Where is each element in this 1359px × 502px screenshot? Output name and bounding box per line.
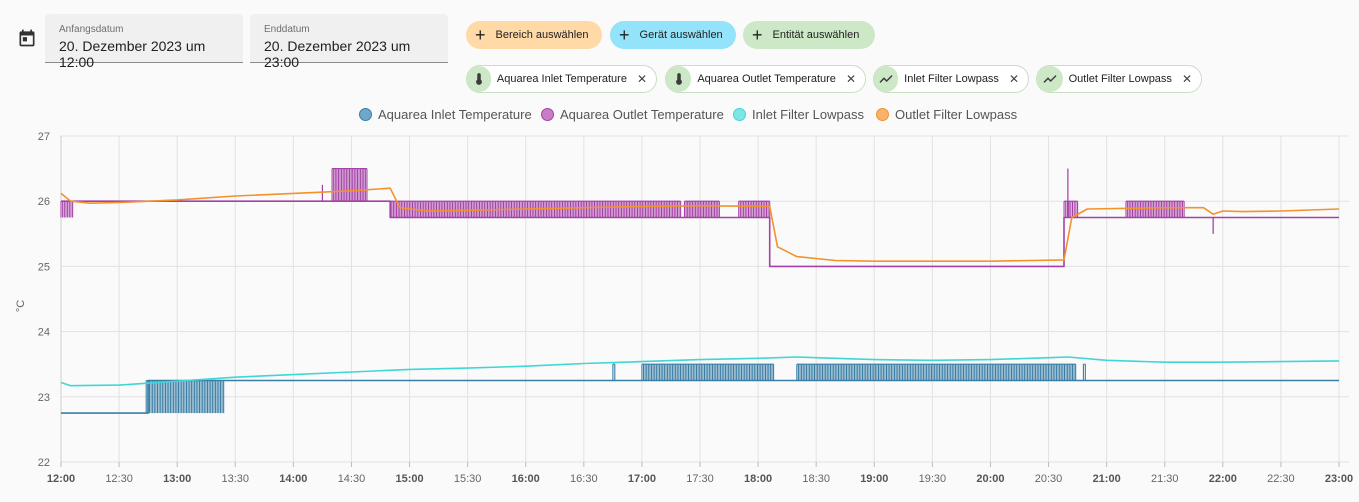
series-aquarea-inlet-temperature: [61, 363, 1339, 414]
start-date-field[interactable]: Anfangsdatum 20. Dezember 2023 um 12:00: [45, 14, 243, 70]
x-tick-label: 16:30: [570, 473, 598, 485]
x-tick-label: 12:30: [105, 473, 133, 485]
chip-aquarea-outlet-temperature[interactable]: Aquarea Outlet Temperature ✕: [665, 65, 866, 93]
x-tick-label: 13:00: [163, 473, 191, 485]
legend-swatch: [359, 108, 372, 121]
select-device-button[interactable]: + Gerät auswählen: [610, 21, 736, 49]
chart-grid: [60, 135, 1349, 467]
x-tick-label: 15:00: [395, 473, 423, 485]
y-axis-label: °C: [15, 300, 27, 312]
series-inlet-filter-lowpass: [60, 356, 1340, 387]
x-tick-label: 13:30: [222, 473, 250, 485]
calendar-icon[interactable]: [17, 28, 37, 48]
legend-label: Aquarea Inlet Temperature: [378, 107, 532, 122]
x-tick-label: 18:30: [802, 473, 830, 485]
select-area-button[interactable]: + Bereich auswählen: [466, 21, 602, 49]
chart-line-icon: [1037, 66, 1063, 92]
y-tick-label: 22: [38, 457, 50, 469]
x-tick-label: 20:30: [1035, 473, 1063, 485]
x-tick-label: 22:00: [1209, 473, 1237, 485]
series-outlet-filter-lowpass: [60, 187, 1340, 262]
history-chart[interactable]: 22 23 24 25 26 27 12:00 12:30 13:00 13:30 14:00 14…: [0, 128, 1359, 502]
plus-icon: +: [475, 25, 486, 45]
chip-label: Inlet Filter Lowpass: [904, 73, 999, 85]
x-tick-label: 19:00: [860, 473, 888, 485]
series-line[interactable]: [61, 200, 1339, 268]
chip-label: Outlet Filter Lowpass: [1068, 73, 1172, 85]
x-tick-label: 20:00: [976, 473, 1004, 485]
legend-item-inlet-filter[interactable]: Inlet Filter Lowpass: [733, 107, 864, 122]
select-entity-button[interactable]: + Entität auswählen: [743, 21, 875, 49]
chart-line-icon: [874, 66, 899, 92]
select-device-label: Gerät auswählen: [639, 29, 723, 41]
x-tick-label: 16:00: [512, 473, 540, 485]
end-date-field[interactable]: Enddatum 20. Dezember 2023 um 23:00: [250, 14, 448, 70]
x-tick-label: 21:30: [1151, 473, 1179, 485]
chip-outlet-filter-lowpass[interactable]: Outlet Filter Lowpass ✕: [1036, 65, 1202, 93]
legend-swatch: [876, 108, 889, 121]
x-tick-label: 18:00: [744, 473, 772, 485]
chart-series: [60, 168, 1340, 414]
legend-item-outlet-filter[interactable]: Outlet Filter Lowpass: [876, 107, 1017, 122]
legend-item-aquarea-inlet[interactable]: Aquarea Inlet Temperature: [359, 107, 532, 122]
close-icon[interactable]: ✕: [1008, 72, 1019, 86]
y-tick-label: 24: [38, 327, 50, 339]
select-entity-label: Entität auswählen: [772, 29, 860, 41]
y-tick-label: 23: [38, 392, 50, 404]
start-date-label: Anfangsdatum: [59, 24, 124, 35]
x-tick-label: 23:00: [1325, 473, 1353, 485]
close-icon[interactable]: ✕: [636, 72, 647, 86]
plus-icon: +: [619, 25, 630, 45]
thermometer-icon: [666, 66, 692, 92]
select-area-label: Bereich auswählen: [495, 29, 589, 41]
x-tick-label: 19:30: [919, 473, 947, 485]
x-tick-label: 17:00: [628, 473, 656, 485]
series-line[interactable]: [60, 356, 1340, 387]
end-date-value: 20. Dezember 2023 um 23:00: [264, 38, 411, 70]
x-axis: 12:00 12:30 13:00 13:30 14:00 14:30 15:00 15:30…: [47, 473, 1353, 485]
x-tick-label: 14:00: [279, 473, 307, 485]
start-date-value: 20. Dezember 2023 um 12:00: [59, 38, 206, 70]
thermometer-icon: [467, 66, 491, 92]
plus-icon: +: [752, 25, 763, 45]
x-tick-label: 12:00: [47, 473, 75, 485]
series-line[interactable]: [60, 187, 1340, 262]
legend-item-aquarea-outlet[interactable]: Aquarea Outlet Temperature: [541, 107, 724, 122]
y-tick-label: 27: [38, 131, 50, 143]
series-aquarea-outlet-temperature: [60, 168, 1339, 268]
chip-aquarea-inlet-temperature[interactable]: Aquarea Inlet Temperature ✕: [466, 65, 657, 93]
legend-label: Outlet Filter Lowpass: [895, 107, 1018, 122]
chip-inlet-filter-lowpass[interactable]: Inlet Filter Lowpass ✕: [873, 65, 1029, 93]
x-tick-label: 17:30: [686, 473, 714, 485]
legend-label: Inlet Filter Lowpass: [752, 107, 864, 122]
chart-legend: Aquarea Inlet Temperature Aquarea Outlet…: [0, 107, 1359, 125]
legend-swatch: [541, 108, 554, 121]
close-icon[interactable]: ✕: [1181, 72, 1192, 86]
end-date-label: Enddatum: [264, 24, 310, 35]
x-tick-label: 15:30: [454, 473, 482, 485]
x-tick-label: 21:00: [1093, 473, 1121, 485]
x-tick-label: 14:30: [338, 473, 366, 485]
close-icon[interactable]: ✕: [845, 72, 856, 86]
chip-label: Aquarea Inlet Temperature: [496, 73, 627, 85]
chip-label: Aquarea Outlet Temperature: [697, 73, 836, 85]
x-tick-label: 22:30: [1267, 473, 1295, 485]
y-axis: 22 23 24 25 26 27: [38, 131, 50, 469]
series-line[interactable]: [61, 379, 1339, 414]
y-tick-label: 26: [38, 196, 50, 208]
y-tick-label: 25: [38, 261, 50, 273]
legend-label: Aquarea Outlet Temperature: [560, 107, 724, 122]
legend-swatch: [733, 108, 746, 121]
